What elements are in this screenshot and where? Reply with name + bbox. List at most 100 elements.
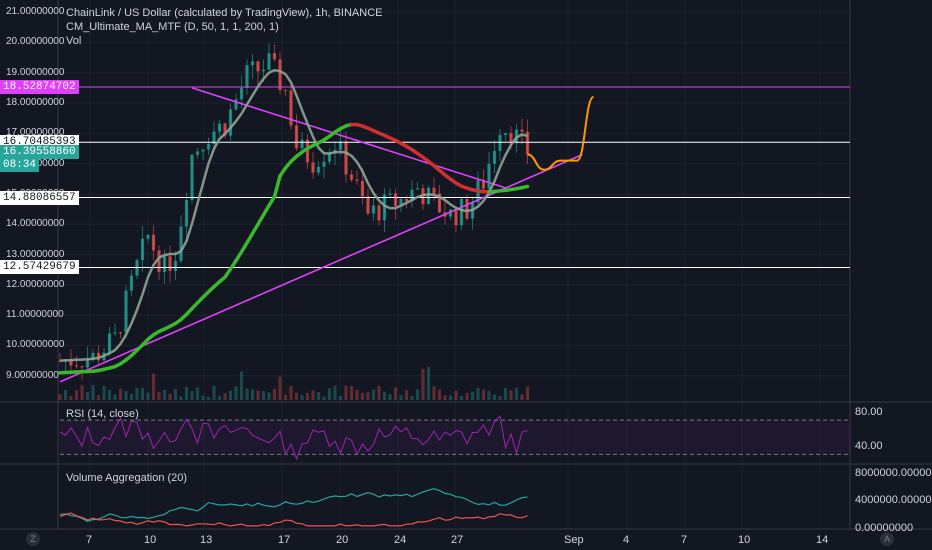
volume-legend[interactable]: Vol	[66, 34, 81, 48]
candle	[393, 188, 398, 220]
candle	[113, 323, 117, 336]
volume-bar	[382, 391, 387, 400]
candle-body	[146, 234, 150, 239]
volume-bar	[124, 391, 128, 400]
candle-body	[85, 359, 90, 368]
candle	[327, 148, 332, 165]
candle-body	[91, 352, 95, 360]
auto-scale-icon[interactable]: A	[880, 532, 894, 546]
candle-body	[162, 256, 167, 273]
candle-body	[360, 180, 365, 197]
candle-body	[382, 194, 387, 221]
candle-body	[525, 131, 530, 155]
volume-bar	[355, 389, 359, 400]
candle-body	[212, 131, 216, 144]
volume-bar	[245, 388, 249, 400]
candle-body	[256, 61, 260, 72]
candle-body	[74, 365, 79, 367]
candle	[503, 133, 508, 142]
price-tick-label: 9.00000000	[6, 369, 59, 381]
volume-aggregation-sell	[59, 512, 528, 527]
candle	[443, 199, 447, 225]
volume-bar	[371, 389, 376, 400]
rsi-label: RSI (14, close)	[66, 408, 139, 420]
volume-bar	[195, 387, 200, 400]
candle-body	[520, 129, 524, 132]
price-tag: 16.39558860	[0, 144, 79, 159]
volume-bar	[250, 389, 255, 400]
candle	[487, 151, 491, 191]
volume-bar	[465, 393, 469, 400]
candle	[349, 170, 354, 182]
volume-bar	[404, 390, 409, 400]
candle-body	[69, 359, 73, 366]
indicator-tick-label: 80.00	[855, 405, 883, 418]
volume-bar	[261, 390, 266, 400]
candle	[437, 185, 442, 214]
volume-bar	[525, 386, 530, 400]
time-tick-label: 10	[738, 534, 751, 546]
zoom-icon[interactable]: Z	[26, 532, 40, 546]
candle-body	[140, 238, 145, 261]
volume-bar	[327, 388, 332, 400]
volume-bar	[278, 376, 282, 400]
candle	[305, 134, 310, 170]
candle-body	[124, 290, 128, 333]
volume-bar	[476, 388, 480, 400]
price-tick-label: 18.00000000	[6, 97, 65, 109]
indicator-legend[interactable]: CM_Ultimate_MA_MTF (D, 50, 1, 1, 200, 1)	[66, 20, 279, 34]
candle-body	[316, 166, 321, 173]
candle-body	[245, 65, 249, 88]
candle-body	[454, 209, 458, 226]
volume-bar	[289, 386, 293, 400]
volume-bar	[102, 385, 106, 400]
candle-body	[399, 198, 403, 207]
price-tick-label: 14.00000000	[6, 218, 65, 230]
candle	[377, 203, 381, 226]
candle-body	[151, 234, 156, 251]
time-tick-label: 27	[451, 534, 464, 546]
slow-ma-segment	[250, 222, 260, 236]
volume-bar	[393, 387, 398, 400]
volume-bar	[377, 385, 381, 400]
candle-body	[113, 332, 117, 334]
rsi-legend[interactable]: RSI (14, close)	[66, 408, 139, 420]
candle-body	[195, 151, 200, 155]
volume-bar	[140, 388, 145, 400]
volume-bar	[432, 386, 436, 400]
volume-bar	[492, 394, 497, 400]
candle	[217, 119, 222, 137]
candle	[498, 128, 502, 162]
candle	[140, 226, 145, 272]
candle	[118, 331, 123, 339]
volume-bar	[454, 390, 458, 400]
price-tag: 14.88086557	[0, 190, 79, 205]
candle-body	[272, 53, 277, 60]
candle-body	[80, 366, 84, 368]
volume-bar	[184, 386, 189, 400]
volume-bar	[503, 388, 508, 400]
volume-bar	[388, 394, 392, 400]
candle-body	[344, 141, 348, 175]
volume-bar	[410, 395, 414, 400]
volume-bar	[234, 386, 238, 400]
candle	[272, 44, 277, 62]
volume-aggregation-legend[interactable]: Volume Aggregation (20)	[66, 472, 187, 484]
volume-aggregation-buy	[59, 488, 528, 522]
candle	[74, 356, 79, 369]
candle-body	[459, 199, 464, 226]
volume-bar	[173, 389, 178, 400]
volume-bar	[256, 390, 260, 400]
volume-bar	[135, 387, 139, 400]
volume-bar	[157, 391, 161, 400]
candle-body	[239, 87, 244, 100]
candle	[289, 80, 293, 130]
time-tick-label: 4	[623, 534, 630, 546]
candle-body	[481, 180, 486, 189]
price-tag: 08:34	[0, 158, 40, 173]
candle-body	[223, 123, 227, 136]
volume-bar	[509, 390, 513, 400]
candle-body	[228, 109, 233, 136]
volume-bar	[179, 396, 183, 400]
